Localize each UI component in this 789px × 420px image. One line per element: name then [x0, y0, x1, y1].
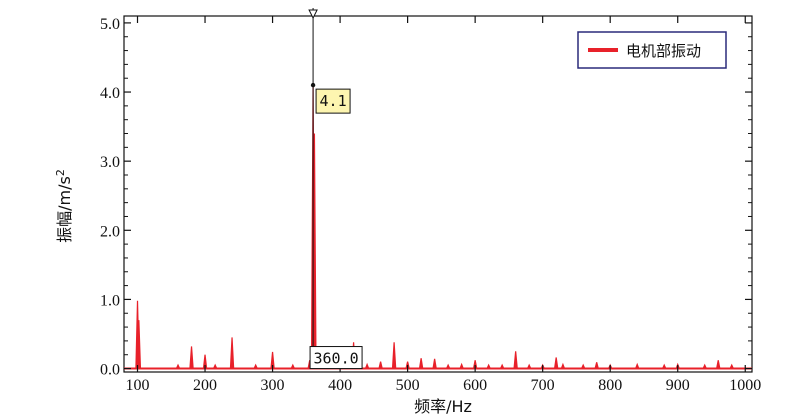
x-tick-label: 900	[666, 377, 690, 394]
spectrum-peak	[729, 363, 735, 370]
x-tick-label: 400	[328, 377, 352, 394]
peak-cursor[interactable]: 4.1 360.0	[308, 8, 363, 370]
x-tick-label: 700	[531, 377, 555, 394]
spectrum-peak	[290, 363, 296, 370]
y-tick-label: 3.0	[100, 154, 120, 171]
spectrum-peak	[634, 362, 640, 370]
spectrum-peak	[378, 361, 383, 370]
peak-value-box	[315, 88, 351, 114]
spectrum-peak	[580, 363, 586, 370]
spectrum-peak	[526, 363, 532, 370]
spectrum-peak	[486, 363, 492, 370]
spectrum-peak	[418, 358, 424, 370]
spectrum-peak	[229, 337, 235, 370]
cursor-handle-icon[interactable]	[308, 9, 318, 20]
x-tick-label: 800	[598, 377, 622, 394]
spectrum-peak	[432, 358, 437, 370]
legend: 电机部振动	[577, 31, 727, 69]
peak-marker	[310, 82, 316, 88]
spectrum-peak	[594, 362, 600, 370]
y-axis-title: 振幅/m/s2	[54, 169, 74, 243]
spectrum-peak	[499, 363, 505, 370]
y-tick-label: 4.0	[100, 85, 120, 102]
y-tick-label: 2.0	[100, 223, 120, 240]
spectrum-peak	[364, 362, 370, 370]
spectrum-peak	[553, 357, 559, 370]
spectrum-peak	[212, 363, 218, 370]
spectrum-peak	[661, 363, 667, 370]
y-axis-title-main: 振幅/m/s	[55, 176, 74, 243]
x-tick-label: 200	[193, 377, 217, 394]
y-tick-label: 1.0	[100, 292, 120, 309]
spectrum-peak	[136, 320, 142, 370]
peak-frequency-box	[309, 346, 363, 370]
spectrum-peak	[702, 363, 708, 370]
x-axis-title: 频率/Hz	[414, 397, 472, 416]
x-tick-label: 600	[463, 377, 487, 394]
y-tick-label: 5.0	[100, 16, 120, 33]
axis-ticks	[124, 16, 752, 372]
spectrum-peak	[253, 363, 259, 370]
axis-tick-labels: 0.0 1.0 2.0 3.0 4.0 5.0 100 200 300 400 500 600 700 8…	[100, 16, 761, 394]
y-axis-title-superscript: 2	[54, 169, 67, 176]
spectrum-peak	[513, 351, 518, 370]
x-tick-label: 500	[396, 377, 420, 394]
spectrum-peak	[175, 363, 181, 370]
x-tick-label: 300	[261, 377, 285, 394]
spectrum-peak	[715, 360, 721, 370]
spectrum-peak	[445, 363, 451, 370]
spectrum-peak	[391, 342, 397, 370]
x-tick-label: 100	[126, 377, 150, 394]
peak-frequency-label: 360.0	[313, 350, 358, 368]
y-tick-label: 0.0	[100, 362, 120, 379]
spectrum-peak	[459, 362, 465, 370]
peak-value-label: 4.1	[320, 92, 347, 110]
spectrum-peak	[560, 362, 566, 370]
spectrum-peak	[189, 346, 194, 370]
x-tick-label: 1000	[729, 377, 761, 394]
legend-label: 电机部振动	[626, 42, 701, 60]
plot-area	[123, 15, 753, 373]
